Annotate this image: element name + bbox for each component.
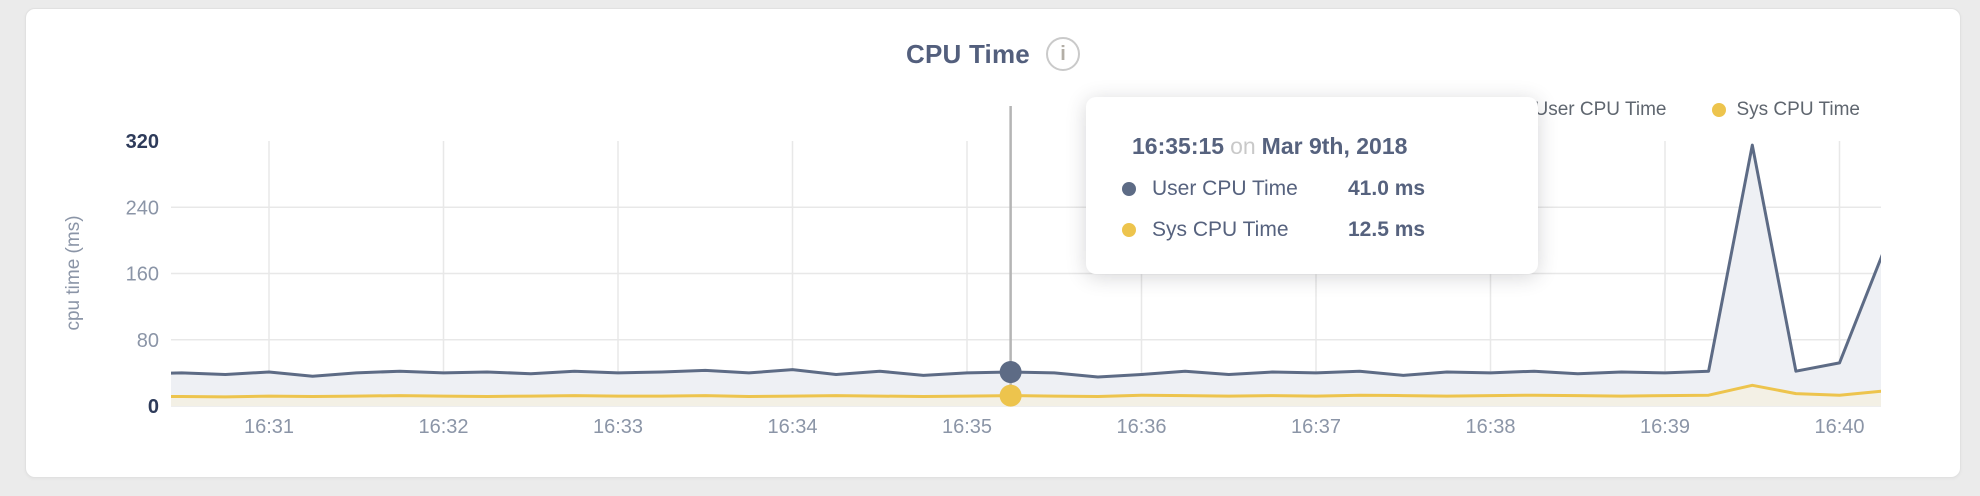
- tooltip-user-dot-icon: [1122, 182, 1136, 196]
- tooltip-user-label: User CPU Time: [1152, 177, 1298, 200]
- y-axis-title: cpu time (ms): [63, 215, 84, 331]
- area-0: [171, 145, 1881, 406]
- tooltip-connector: on: [1230, 133, 1256, 159]
- tooltip-sys-value: 12.5 ms: [1348, 218, 1426, 241]
- chart-title: CPU Time: [906, 38, 1030, 69]
- area-1: [171, 385, 1881, 406]
- gridlines: [171, 141, 1881, 407]
- y-tick-label: 160: [126, 264, 159, 286]
- x-tick-label: 16:33: [593, 416, 643, 438]
- legend-item-sys-cpu-time[interactable]: Sys CPU Time: [1712, 99, 1860, 121]
- cpu-time-chart-card: CPU Time i User CPU Time Sys CPU Time 0 8…: [25, 8, 1961, 478]
- tooltip-timestamp: 16:35:15 on Mar 9th, 2018: [1132, 133, 1508, 160]
- tooltip-row-sys: Sys CPU Time 12.5 ms: [1122, 218, 1508, 242]
- x-tick-label: 16:36: [1116, 416, 1166, 438]
- tooltip-row-user: User CPU Time 41.0 ms: [1122, 177, 1508, 201]
- x-tick-label: 16:38: [1465, 416, 1515, 438]
- y-tick-label: 0: [148, 396, 159, 418]
- x-tick-label: 16:37: [1291, 416, 1341, 438]
- cpu-time-chart-svg[interactable]: 0 80 160 240 320 16:31 16:32 16:33 16:34 16:35 16:…: [26, 9, 1962, 479]
- tooltip-sys-dot-icon: [1122, 223, 1136, 237]
- legend: User CPU Time Sys CPU Time: [1510, 99, 1860, 121]
- x-tick-label: 16:32: [418, 416, 468, 438]
- hover-tooltip: 16:35:15 on Mar 9th, 2018 User CPU Time 41…: [1086, 97, 1538, 274]
- axis-labels: 0 80 160 240 320 16:31 16:32 16:33 16:34 16:35 16:…: [126, 131, 1865, 438]
- y-tick-label: 240: [126, 197, 159, 219]
- tooltip-time: 16:35:15: [1132, 133, 1225, 159]
- legend-user-label: User CPU Time: [1534, 99, 1667, 120]
- hover-dot-0[interactable]: [999, 361, 1022, 384]
- x-tick-label: 16:40: [1814, 416, 1864, 438]
- hover-dot-1[interactable]: [999, 384, 1022, 407]
- tooltip-user-value: 41.0 ms: [1348, 177, 1426, 200]
- legend-sys-label: Sys CPU Time: [1736, 99, 1860, 120]
- x-tick-label: 16:39: [1640, 416, 1690, 438]
- chart-header: CPU Time i: [26, 37, 1960, 71]
- x-tick-label: 16:34: [767, 416, 817, 438]
- x-tick-label: 16:31: [244, 416, 294, 438]
- y-tick-label: 320: [126, 131, 159, 153]
- y-tick-label: 80: [137, 330, 159, 352]
- legend-sys-dot-icon: [1712, 103, 1727, 117]
- tooltip-sys-label: Sys CPU Time: [1152, 218, 1289, 241]
- chart-plot-area[interactable]: 0 80 160 240 320 16:31 16:32 16:33 16:34 16:35 16:…: [26, 9, 1962, 479]
- x-tick-label: 16:35: [942, 416, 992, 438]
- info-icon[interactable]: i: [1045, 37, 1080, 71]
- tooltip-date: Mar 9th, 2018: [1261, 133, 1408, 159]
- hover-marker-group: [999, 106, 1022, 407]
